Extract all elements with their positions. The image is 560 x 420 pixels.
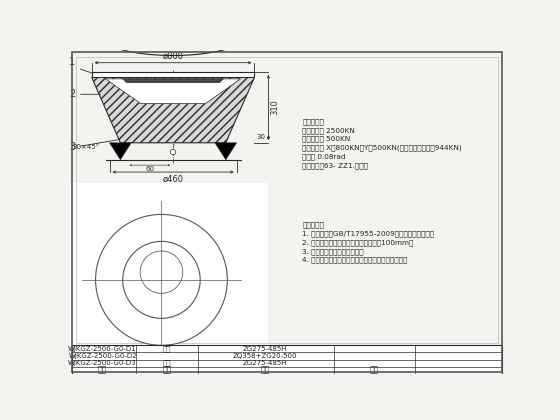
Text: 3. 转动中心力一支座板中心。: 3. 转动中心力一支座板中心。 <box>302 248 364 255</box>
Circle shape <box>170 150 176 155</box>
Polygon shape <box>92 77 254 143</box>
Text: 水平剪力： X向800KN，Y向500KN(水平合力矢量已为944KN): 水平剪力： X向800KN，Y向500KN(水平合力矢量已为944KN) <box>302 145 462 151</box>
Text: 竖向拉力： 500KN: 竖向拉力： 500KN <box>302 136 351 142</box>
Text: 3: 3 <box>69 142 76 152</box>
Text: 名称: 名称 <box>162 366 171 375</box>
Text: ø460: ø460 <box>162 174 184 184</box>
Bar <box>76 57 498 343</box>
Text: 底平: 底平 <box>162 346 171 352</box>
Text: 材料: 材料 <box>260 366 270 375</box>
Polygon shape <box>106 79 240 103</box>
Text: 1: 1 <box>69 57 76 66</box>
Polygon shape <box>215 143 237 160</box>
Bar <box>70 183 268 351</box>
Text: 2. 支座出厂前应涂未特殊防锈处理锌漆100mm。: 2. 支座出厂前应涂未特殊防锈处理锌漆100mm。 <box>302 239 414 246</box>
Circle shape <box>96 214 227 345</box>
Text: WJKGZ-2500-G0-D2: WJKGZ-2500-G0-D2 <box>68 353 137 359</box>
Text: 转角： 0.08rad: 转角： 0.08rad <box>302 154 346 160</box>
Polygon shape <box>110 143 131 160</box>
Text: ZQ358+ZG20-500: ZQ358+ZG20-500 <box>233 353 297 359</box>
Text: 2: 2 <box>69 89 76 99</box>
Text: 30: 30 <box>257 134 266 139</box>
Text: 备注: 备注 <box>369 366 379 375</box>
Text: 竖向压力： 2500KN: 竖向压力： 2500KN <box>302 127 356 134</box>
Text: 30×45°: 30×45° <box>72 144 100 150</box>
Text: 底平: 底平 <box>162 360 171 366</box>
Text: WJKGZ-2500-G0-D1: WJKGZ-2500-G0-D1 <box>68 346 137 352</box>
Text: 代号: 代号 <box>98 366 107 375</box>
Text: 4. 支座与三面结构完后应用塑料薄膜包裹以防止锈蚀: 4. 支座与三面结构完后应用塑料薄膜包裹以防止锈蚀 <box>302 257 408 263</box>
Text: 技术说明：: 技术说明： <box>302 221 324 228</box>
Text: WJKGZ-2500-G0-D3: WJKGZ-2500-G0-D3 <box>68 360 137 366</box>
Text: ZG275-485H: ZG275-485H <box>243 360 287 366</box>
Text: 60: 60 <box>146 166 155 172</box>
Text: 310: 310 <box>270 100 280 116</box>
Text: 技术参数：: 技术参数： <box>302 118 324 125</box>
Bar <box>92 72 254 77</box>
Text: 适用于轴推63- ZZ1.具了卜: 适用于轴推63- ZZ1.具了卜 <box>302 163 368 169</box>
Text: ø800: ø800 <box>162 51 184 60</box>
Text: ZG275-485H: ZG275-485H <box>243 346 287 352</box>
Text: 1. 本支座参考GB/T17955-2009（桥棁球型支座）。: 1. 本支座参考GB/T17955-2009（桥棁球型支座）。 <box>302 230 435 237</box>
Polygon shape <box>123 79 223 83</box>
Bar <box>72 345 502 374</box>
